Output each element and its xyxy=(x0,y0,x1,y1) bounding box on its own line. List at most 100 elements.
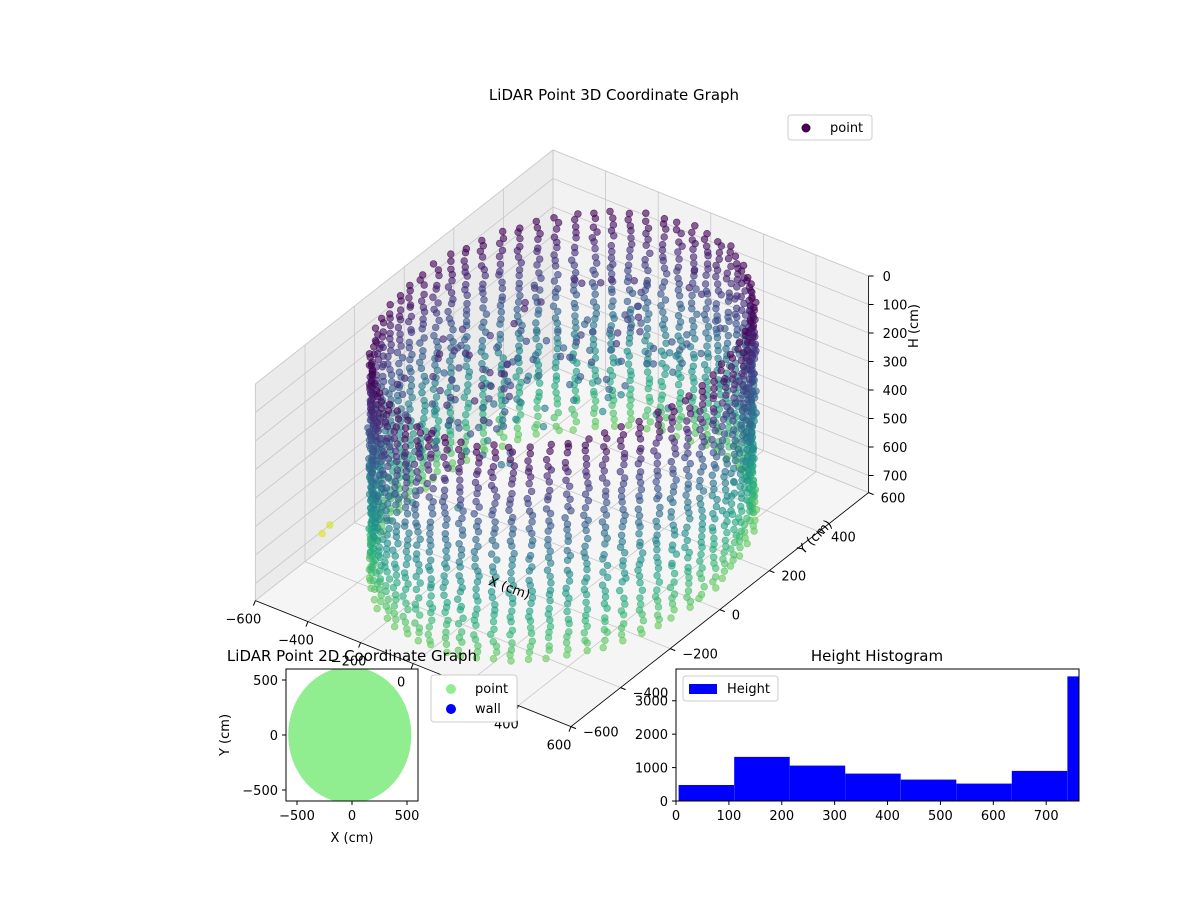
lidar-point-3d xyxy=(427,556,435,564)
lidar-point-3d xyxy=(535,255,544,263)
lidar-point-3d xyxy=(730,426,738,434)
lidar-point-3d xyxy=(457,577,465,585)
lidar-point-3d xyxy=(736,394,744,403)
lidar-point-3d xyxy=(506,381,515,390)
lidar-point-3d xyxy=(570,299,578,308)
lidar-point-3d xyxy=(378,314,386,323)
lidar-point-3d xyxy=(667,508,675,516)
lidar-point-3d xyxy=(477,262,486,270)
lidar-point-3d xyxy=(671,444,679,453)
lidar-point-3d xyxy=(708,471,716,479)
lidar-point-3d xyxy=(382,602,390,610)
lidar-point-3d xyxy=(728,375,736,383)
chart-3d-legend-box xyxy=(787,114,873,141)
lidar-point-3d xyxy=(581,490,590,498)
lidar-point-3d xyxy=(496,239,504,248)
lidar-point-3d xyxy=(689,385,698,394)
lidar-point-3d xyxy=(685,548,693,557)
lidar-point-3d xyxy=(507,576,516,584)
lidar-point-3d xyxy=(701,373,709,381)
lidar-point-3d xyxy=(722,391,730,399)
lidar-point-3d xyxy=(668,600,677,608)
lidar-point-3d xyxy=(402,560,411,569)
lidar-point-3d xyxy=(374,427,382,435)
axis-3d-z-tick-label: 100 xyxy=(883,299,908,314)
lidar-point-3d xyxy=(470,616,479,624)
lidar-point-3d xyxy=(689,350,698,359)
lidar-point-3d xyxy=(713,495,721,504)
lidar-point-3d xyxy=(535,342,543,351)
lidar-point-3d xyxy=(443,598,451,607)
lidar-point-3d xyxy=(497,315,505,324)
lidar-point-3d xyxy=(546,447,554,455)
lidar-point-3d xyxy=(414,636,422,645)
lidar-point-3d xyxy=(430,332,438,340)
lidar-point-3d xyxy=(544,535,552,544)
lidar-point-3d xyxy=(743,445,751,454)
lidar-point-3d xyxy=(637,455,645,463)
axis-3d-x-tick-label: 600 xyxy=(547,739,572,754)
lidar-point-3d xyxy=(645,310,653,318)
lidar-point-3d xyxy=(564,439,572,448)
lidar-point-3d xyxy=(404,554,412,562)
lidar-point-3d xyxy=(427,592,435,600)
lidar-point-3d xyxy=(582,461,591,469)
lidar-point-3d xyxy=(498,442,507,450)
lidar-point-3d xyxy=(627,415,635,423)
lidar-point-3d xyxy=(569,426,577,434)
lidar-point-3d xyxy=(490,400,498,408)
lidar-point-3d xyxy=(714,238,722,246)
lidar-point-3d xyxy=(443,648,451,657)
lidar-point-3d xyxy=(501,408,509,416)
lidar-point-3d xyxy=(456,488,464,496)
lidar-point-3d xyxy=(487,382,495,390)
lidar-point-3d xyxy=(434,266,443,274)
lidar-point-3d xyxy=(563,600,572,608)
axis-3d-y-tick-label: 400 xyxy=(831,531,856,546)
lidar-point-3d xyxy=(417,364,426,373)
lidar-point-3d xyxy=(393,522,401,530)
lidar-point-3d xyxy=(434,299,442,307)
lidar-point-3d xyxy=(658,382,667,391)
lidar-point-3d xyxy=(668,434,676,442)
lidar-point-3d xyxy=(376,553,384,561)
lidar-point-3d xyxy=(425,563,433,571)
lidar-point-3d xyxy=(382,514,391,522)
lidar-point-3d xyxy=(509,513,517,522)
lidar-point-3d xyxy=(731,518,740,526)
lidar-point-3d xyxy=(393,440,401,448)
lidar-point-3d xyxy=(424,461,432,469)
lidar-point-3d xyxy=(525,607,534,615)
axis-3d-y-tick xyxy=(670,648,676,652)
lidar-point-3d xyxy=(440,572,448,580)
lidar-point-3d xyxy=(653,531,661,539)
lidar-point-3d xyxy=(546,586,555,595)
lidar-point-3d xyxy=(420,290,428,299)
lidar-point-3d xyxy=(472,592,480,600)
lidar-point-3d xyxy=(498,278,506,286)
lidar-point-3d xyxy=(586,346,594,354)
lidar-point-3d xyxy=(402,467,410,475)
lidar-point-3d xyxy=(509,525,517,533)
lidar-point-3d xyxy=(439,583,447,592)
lidar-point-3d xyxy=(627,240,636,249)
lidar-point-3d xyxy=(601,593,610,601)
lidar-point-3d xyxy=(598,518,607,526)
lidar-point-3d xyxy=(500,433,508,441)
lidar-point-3d xyxy=(527,487,536,496)
chart-2d-legend-label-point: point xyxy=(475,682,508,697)
lidar-point-3d xyxy=(675,255,683,263)
chart-3d-legend: point xyxy=(787,114,873,141)
lidar-point-3d xyxy=(413,423,421,431)
chart-3d-points xyxy=(318,207,761,665)
chart-2d: LiDAR Point 2D Coordinate Graph −500 0 500… xyxy=(218,647,518,846)
histogram-bar xyxy=(845,773,901,801)
lidar-point-3d xyxy=(415,449,423,458)
lidar-point-3d xyxy=(371,324,380,332)
lidar-point-3d xyxy=(525,576,533,585)
lidar-point-3d xyxy=(508,475,517,483)
lidar-point-3d xyxy=(395,359,403,368)
lidar-point-3d xyxy=(698,520,707,528)
axis-3d-y-tick xyxy=(769,570,775,574)
lidar-point-3d xyxy=(550,277,559,285)
